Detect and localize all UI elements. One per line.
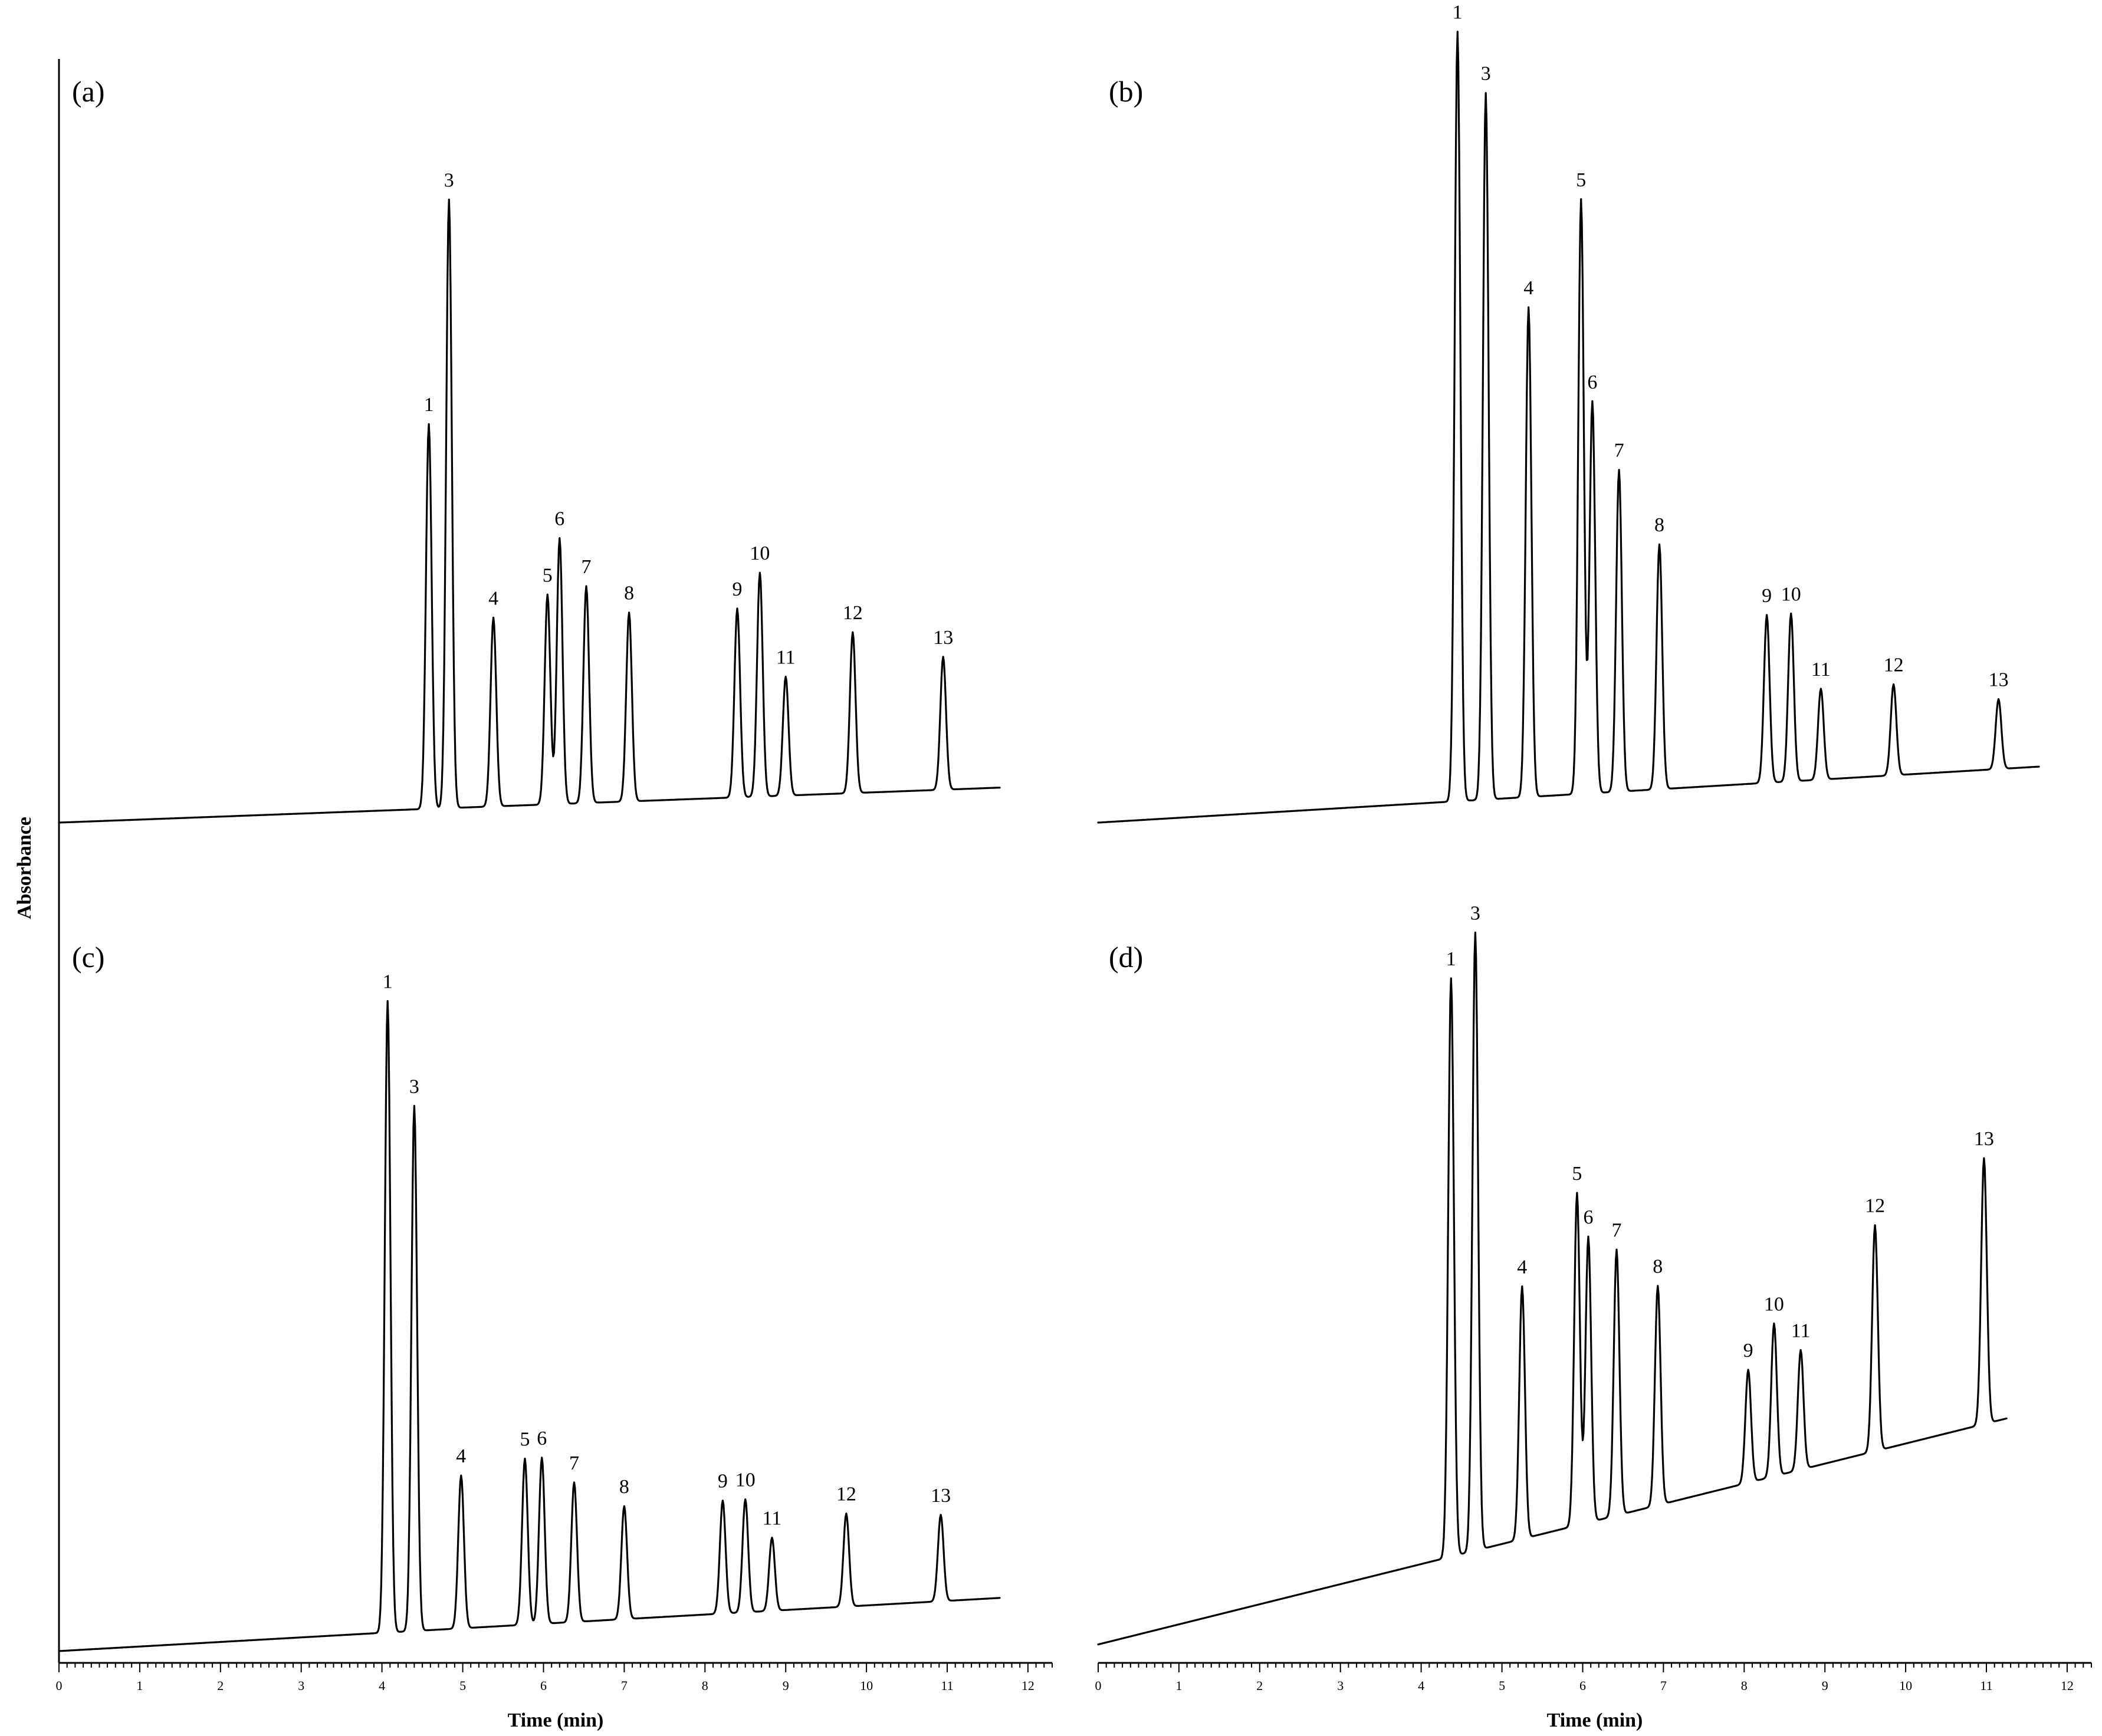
x-tick-label: 4 bbox=[1418, 1678, 1424, 1693]
peak-label-12: 12 bbox=[1884, 655, 1904, 676]
x-tick-label: 5 bbox=[1499, 1678, 1505, 1693]
x-tick-label: 10 bbox=[860, 1678, 873, 1693]
x-ticks-left: 0 1 2 3 4 5 6 7 8 9 10 11 12 bbox=[56, 1663, 1053, 1693]
peak-label-7: 7 bbox=[1612, 1219, 1622, 1241]
x-tick-label: 9 bbox=[1822, 1678, 1828, 1693]
peak-label-11: 11 bbox=[1791, 1320, 1811, 1342]
x-tick-label: 8 bbox=[702, 1678, 708, 1693]
peak-label-11: 11 bbox=[1811, 659, 1831, 680]
panel-d-trace bbox=[1097, 931, 2008, 1646]
x-tick-label: 6 bbox=[1579, 1678, 1586, 1693]
panel-a-label: (a) bbox=[72, 75, 105, 108]
x-tick-label: 1 bbox=[136, 1678, 143, 1693]
peak-label-6: 6 bbox=[537, 1428, 547, 1449]
peak-label-10: 10 bbox=[1781, 583, 1801, 605]
peak-label-8: 8 bbox=[624, 583, 634, 604]
peak-label-4: 4 bbox=[1517, 1257, 1527, 1278]
x-tick-label: 4 bbox=[379, 1678, 385, 1693]
peak-label-12: 12 bbox=[1865, 1195, 1885, 1217]
x-tick-label: 5 bbox=[459, 1678, 466, 1693]
peak-label-5: 5 bbox=[1572, 1163, 1582, 1185]
peak-label-6: 6 bbox=[554, 508, 564, 530]
peak-label-13: 13 bbox=[933, 627, 953, 649]
peak-label-3: 3 bbox=[1481, 63, 1491, 85]
peak-label-7: 7 bbox=[1614, 440, 1624, 462]
peak-label-13: 13 bbox=[1989, 669, 2009, 691]
panel-a-trace bbox=[58, 198, 1001, 824]
peak-label-10: 10 bbox=[1764, 1293, 1784, 1315]
x-tick-label: 8 bbox=[1741, 1678, 1748, 1693]
x-tick-label: 3 bbox=[1337, 1678, 1344, 1693]
peak-label-9: 9 bbox=[1743, 1340, 1753, 1362]
peak-label-11: 11 bbox=[763, 1508, 782, 1530]
peak-label-12: 12 bbox=[836, 1484, 856, 1505]
x-tick-label: 0 bbox=[56, 1678, 63, 1693]
peak-label-1: 1 bbox=[1453, 2, 1463, 24]
peak-label-10: 10 bbox=[750, 542, 770, 564]
peak-label-5: 5 bbox=[543, 564, 553, 586]
panel-d: (d) bbox=[1097, 931, 2008, 1646]
x-tick-label: 9 bbox=[783, 1678, 789, 1693]
panel-b-label: (b) bbox=[1109, 75, 1143, 108]
peak-label-3: 3 bbox=[444, 169, 454, 191]
panel-b: (b) bbox=[1097, 31, 2040, 824]
x-tick-label: 11 bbox=[1980, 1678, 1992, 1693]
x-tick-label: 2 bbox=[217, 1678, 224, 1693]
peak-label-9: 9 bbox=[1762, 585, 1772, 607]
peak-label-13: 13 bbox=[1974, 1128, 1994, 1150]
panel-c-label: (c) bbox=[72, 941, 105, 974]
peak-label-1: 1 bbox=[1446, 948, 1456, 970]
peak-label-7: 7 bbox=[569, 1452, 579, 1474]
peak-label-8: 8 bbox=[1653, 1256, 1663, 1278]
panel-c: (c) bbox=[58, 941, 1001, 1652]
peak-label-8: 8 bbox=[619, 1476, 629, 1498]
x-tick-label: 3 bbox=[298, 1678, 304, 1693]
peak-label-4: 4 bbox=[488, 587, 498, 609]
panel-d-label: (d) bbox=[1109, 941, 1143, 974]
peak-label-3: 3 bbox=[409, 1076, 419, 1097]
peak-label-1: 1 bbox=[424, 394, 434, 416]
peak-label-13: 13 bbox=[931, 1485, 951, 1507]
x-tick-label: 7 bbox=[1660, 1678, 1667, 1693]
peak-label-4: 4 bbox=[1523, 277, 1533, 299]
peak-label-9: 9 bbox=[733, 578, 743, 600]
peak-label-10: 10 bbox=[735, 1469, 756, 1491]
peak-label-9: 9 bbox=[718, 1471, 728, 1492]
peak-label-12: 12 bbox=[843, 602, 863, 624]
peak-label-5: 5 bbox=[1576, 169, 1586, 191]
peak-label-5: 5 bbox=[520, 1429, 530, 1451]
peak-label-6: 6 bbox=[1584, 1206, 1594, 1228]
peak-label-7: 7 bbox=[582, 556, 592, 578]
peak-label-4: 4 bbox=[456, 1445, 466, 1467]
peak-label-1: 1 bbox=[383, 971, 393, 993]
peak-label-8: 8 bbox=[1654, 514, 1664, 536]
panel-c-trace bbox=[58, 1000, 1001, 1652]
x-ticks-right: 0 1 2 3 4 5 6 7 8 9 10 11 12 bbox=[1095, 1663, 2092, 1693]
y-axis-label: Absorbance bbox=[14, 817, 35, 919]
panel-b-trace bbox=[1097, 31, 2040, 824]
panel-a: (a) bbox=[58, 75, 1001, 824]
x-tick-label: 2 bbox=[1256, 1678, 1263, 1693]
x-axis-label-right: Time (min) bbox=[1547, 1709, 1643, 1731]
x-tick-label: 12 bbox=[1022, 1678, 1034, 1693]
x-tick-label: 12 bbox=[2061, 1678, 2074, 1693]
x-axis-label-left: Time (min) bbox=[508, 1709, 604, 1731]
peak-label-3: 3 bbox=[1470, 902, 1480, 924]
x-tick-label: 0 bbox=[1095, 1678, 1102, 1693]
x-tick-label: 11 bbox=[941, 1678, 953, 1693]
x-tick-label: 1 bbox=[1175, 1678, 1182, 1693]
x-tick-label: 6 bbox=[540, 1678, 547, 1693]
peak-label-6: 6 bbox=[1587, 371, 1597, 393]
x-tick-label: 7 bbox=[621, 1678, 628, 1693]
x-tick-label: 10 bbox=[1899, 1678, 1912, 1693]
peak-label-11: 11 bbox=[776, 647, 796, 669]
